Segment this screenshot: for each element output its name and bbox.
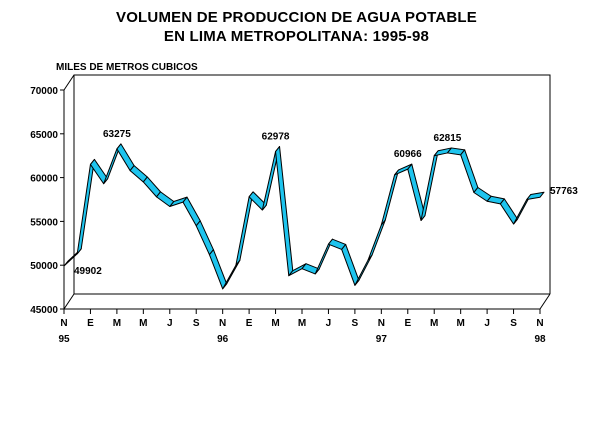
data-labels: 49902 63275 62978 60966 62815 57763	[74, 129, 578, 277]
ribbon-segment	[142, 176, 162, 198]
x-tick-label: N	[219, 318, 226, 329]
y-tick-label: 45000	[30, 305, 58, 316]
x-tick-year-label: 96	[217, 334, 229, 345]
data-label: 62815	[434, 133, 462, 144]
y-axis-label: MILES DE METROS CUBICOS	[56, 62, 198, 73]
chart-subtitle: EN LIMA METROPOLITANA: 1995-98	[163, 28, 430, 45]
chart-title: VOLUMEN DE PRODUCCION DE AGUA POTABLE	[115, 9, 478, 26]
ribbon-segment	[367, 219, 386, 261]
ribbon-segment	[195, 220, 214, 256]
ribbon-segment	[420, 150, 439, 222]
y-axis-ticks: 45000 50000 55000 60000 65000 70000	[30, 86, 64, 316]
data-label: 49902	[74, 266, 102, 277]
x-tick-label: S	[352, 318, 359, 329]
data-label: 57763	[550, 186, 578, 197]
ribbon-segment	[222, 259, 241, 290]
series-ribbon	[63, 143, 545, 290]
x-tick-label: S	[510, 318, 517, 329]
x-tick-label: E	[87, 318, 94, 329]
x-tick-label: M	[113, 318, 121, 329]
x-tick-label: E	[246, 318, 253, 329]
y-tick-label: 55000	[30, 217, 58, 228]
x-axis-ticks: N 95 E M M J S N 96 E M M J S N 97 E M M J S N 98	[58, 309, 546, 345]
ribbon-segment	[380, 169, 400, 226]
x-tick-label: N	[378, 318, 385, 329]
x-tick-year-label: 98	[534, 334, 546, 345]
data-label: 63275	[103, 129, 131, 140]
ribbon-segment	[208, 249, 228, 290]
floor-depth-edge	[63, 293, 75, 310]
ribbon-segment	[275, 146, 294, 277]
x-tick-label: M	[430, 318, 438, 329]
ribbon-segment	[341, 243, 360, 286]
x-tick-label: N	[536, 318, 543, 329]
ribbon-segment	[235, 191, 254, 266]
x-tick-label: M	[271, 318, 279, 329]
x-tick-label: N	[60, 318, 67, 329]
y-tick-label: 70000	[30, 86, 58, 97]
x-tick-label: M	[456, 318, 464, 329]
data-label: 62978	[262, 132, 290, 143]
ribbon-segment	[460, 149, 479, 193]
x-tick-label: J	[167, 318, 173, 329]
ribbon-segment	[116, 143, 135, 172]
y-tick-label: 50000	[30, 261, 58, 272]
ribbon-segment	[354, 254, 373, 286]
y-tick-label: 65000	[30, 130, 58, 141]
ribbon-segment	[526, 191, 545, 200]
x-tick-label: M	[298, 318, 306, 329]
x-tick-year-label: 97	[376, 334, 388, 345]
x-tick-label: M	[139, 318, 147, 329]
ribbon-segment	[499, 198, 519, 225]
back-wall	[63, 74, 551, 294]
x-tick-year-label: 95	[58, 334, 70, 345]
x-tick-label: J	[326, 318, 332, 329]
x-tick-label: J	[484, 318, 490, 329]
ribbon-segment	[182, 196, 201, 227]
data-label: 60966	[394, 149, 422, 160]
x-tick-label: E	[404, 318, 411, 329]
y-tick-label: 60000	[30, 174, 58, 185]
ribbon-segment	[76, 158, 95, 255]
floor-depth-edge	[539, 293, 551, 310]
x-tick-label: S	[193, 318, 200, 329]
